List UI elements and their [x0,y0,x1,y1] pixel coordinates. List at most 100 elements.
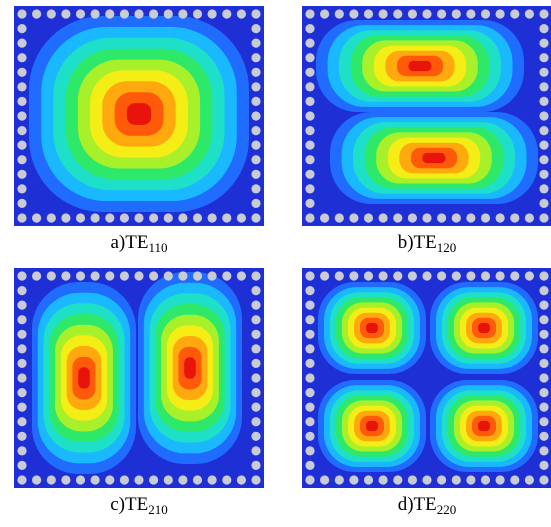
te220-via-post [422,475,432,485]
te110-via-post [251,111,261,121]
te120-via-post [539,111,549,121]
te120-via-post [305,111,315,121]
te120-via-post [305,9,315,19]
te210-via-post [17,344,27,354]
te110-via-post [178,213,188,223]
te220-lobe-4 [430,380,538,472]
te120-via-post [451,213,461,223]
te110-via-post [236,9,246,19]
te210-via-post [17,286,27,296]
te110-via-post [61,213,71,223]
te120-via-post [466,9,476,19]
te220-via-post [305,300,315,310]
te210-via-row [17,271,261,485]
te120-via-post [305,53,315,63]
te220-via-post [539,373,549,383]
te120-via-post [349,9,359,19]
te120-lobe-1 [316,20,524,112]
te210-via-post [32,271,42,281]
te220-via-post [305,373,315,383]
te210-via-post [17,431,27,441]
te220-lobe-1 [318,282,426,374]
te210-via-post [251,402,261,412]
te120-via-post [393,9,403,19]
te220-via-post [539,344,549,354]
field-plot-te220 [302,268,551,488]
te220-via-post [539,286,549,296]
te210-via-post [17,358,27,368]
te120-via-post [305,38,315,48]
te110-via-post [119,9,129,19]
te220-via-post [305,402,315,412]
te110-via-post [46,9,56,19]
te110-via-post [17,198,27,208]
te110-via-post [207,213,217,223]
te120-via-post [393,213,403,223]
te220-via-post [305,388,315,398]
te120-via-post [349,213,359,223]
te110-via-post [251,155,261,165]
te210-via-post [134,271,144,281]
te220-contour-band [478,420,490,432]
te210-via-post [192,271,203,281]
te220-via-post [539,431,549,441]
caption-te120-subscript: 120 [436,240,457,255]
te210-via-post [119,271,129,281]
caption-te220-prefix: d)TE [397,494,437,515]
te110-via-post [17,111,27,121]
te220-via-post [539,446,549,456]
te220-via-post [334,475,344,485]
te110-via-post [105,213,115,223]
te220-via-post [539,475,549,485]
caption-te110: a)TE110 [14,232,264,259]
te210-via-post [119,475,129,485]
te120-via-post [539,38,549,48]
te120-via-post [451,9,461,19]
te120-via-post [334,213,344,223]
te210-via-post [17,300,27,310]
te120-via-post [524,9,534,19]
te110-via-post [17,9,27,19]
caption-te220: d)TE220 [302,494,551,521]
te110-contour-band [126,103,152,125]
te210-via-post [251,271,261,281]
te110-field-svg [14,6,264,226]
te210-via-post [17,315,27,325]
te220-via-post [320,271,330,281]
field-plot-te120 [302,6,551,226]
caption-te110-subscript: 110 [148,240,168,255]
te210-via-post [32,475,42,485]
te220-via-post [393,475,403,485]
field-plot-te110 [14,6,264,226]
te210-via-post [105,271,115,281]
te220-via-post [510,475,520,485]
te220-via-post [305,431,315,441]
te110-via-post [119,213,129,223]
te210-via-post [251,460,261,470]
te220-contour-band [478,322,490,334]
te110-via-post [61,9,71,19]
te220-via-post [378,475,388,485]
te120-via-post [305,155,315,165]
te120-via-post [495,213,505,223]
te210-via-post [236,475,246,485]
te120-via-post [305,213,315,223]
te120-via-post [305,82,315,92]
caption-te220-subscript: 220 [436,502,457,517]
te110-via-post [178,9,188,19]
te210-via-post [61,271,71,281]
te110-via-post [251,126,261,136]
te120-via-post [539,126,549,136]
caption-te120-prefix: b)TE [397,232,437,253]
te210-via-post [17,329,27,339]
te210-via-post [192,475,203,485]
te110-via-post [251,184,261,194]
te210-via-post [90,475,100,485]
te110-lobe-1 [29,16,249,212]
te110-via-post [134,213,144,223]
te110-via-post [17,213,27,223]
te120-via-post [305,184,315,194]
te220-via-post [305,344,315,354]
te220-via-post [378,271,388,281]
te110-via-post [251,169,261,179]
